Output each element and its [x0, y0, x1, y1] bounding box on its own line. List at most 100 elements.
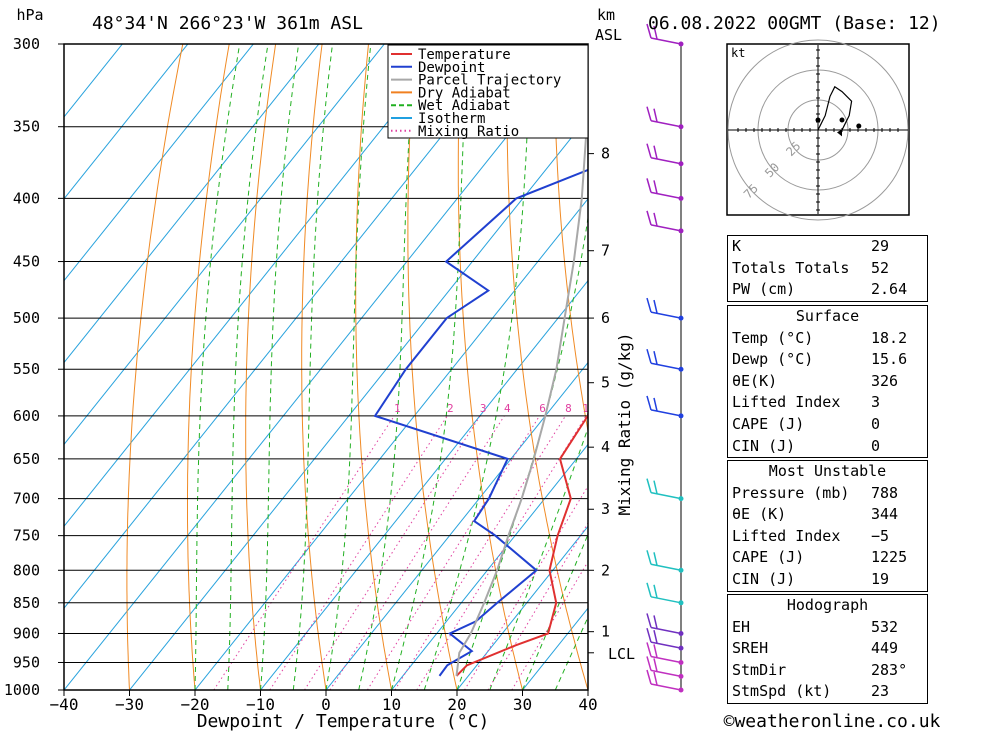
x-tick-label: 20 — [447, 695, 466, 714]
indices-mu-panel: Most Unstable Pressure (mb) 788 θE (K) 344 L… — [727, 460, 928, 592]
surface-index-value: 18.2 — [871, 328, 908, 347]
hodo-index-label: StmDir — [732, 660, 787, 679]
hodo-index-value: 532 — [871, 617, 899, 636]
hodo-index-row: SREH 449 — [728, 638, 927, 660]
wind-barb-flag — [653, 180, 658, 194]
indices-hodograph-panel: Hodograph EH 532 SREH 449 StmDir 283° StmSpd (… — [727, 594, 928, 704]
wind-barb-shaft — [650, 362, 682, 370]
series-dewpoint — [373, 168, 588, 677]
wind-barb-shaft — [650, 563, 682, 572]
p-tick-label: 450 — [13, 253, 40, 271]
km-tick-label: 8 — [601, 145, 610, 163]
wind-barb-flag — [646, 210, 652, 226]
wind-barb-flag — [653, 658, 658, 672]
hodograph-point — [856, 123, 862, 129]
wind-barb-shaft — [650, 37, 682, 45]
dry-adiabat-line — [407, 44, 458, 690]
surface-index-label: CAPE (J) — [732, 414, 805, 433]
wind-barb-flag — [646, 582, 652, 598]
wind-barb-shaft — [650, 191, 682, 200]
surface-index-label: θE(K) — [732, 371, 778, 390]
hodo-index-value: 283° — [871, 660, 908, 679]
mu-index-row: Lifted Index −5 — [728, 526, 927, 548]
wind-barb-shaft — [650, 311, 682, 319]
indices-surface-panel: Surface Temp (°C) 18.2 Dewp (°C) 15.6 θE(K) 3… — [727, 305, 928, 459]
isotherm-line — [194, 198, 588, 690]
p-tick-label: 900 — [13, 624, 40, 642]
p-tick-label: 700 — [13, 490, 40, 508]
surface-index-row: Lifted Index 3 — [728, 392, 927, 414]
wind-barb-flag — [646, 178, 652, 193]
wet-adiabat-line — [194, 44, 241, 690]
wind-barb-shaft — [650, 669, 682, 678]
mixing-ratio-axis-title: Mixing Ratio (g/kg) — [615, 332, 634, 515]
mixing-ratio-line — [394, 415, 566, 690]
wind-barb-shaft — [650, 641, 682, 649]
wet-adiabat-line — [489, 426, 588, 690]
general-index-label: K — [732, 237, 742, 255]
surface-index-row: Temp (°C) 18.2 — [728, 328, 927, 350]
mixing-ratio-label: 8 — [565, 402, 572, 415]
mu-index-label: Pressure (mb) — [732, 483, 850, 502]
km-tick-label: 3 — [601, 500, 610, 518]
wind-barb-flag — [653, 584, 658, 598]
legend-entry: Dry Adiabat — [418, 85, 511, 101]
isotherm-line — [64, 44, 386, 446]
mixing-ratio-label: 6 — [539, 402, 546, 415]
general-index-row: K 29 — [728, 236, 927, 258]
general-index-row: Totals Totals 52 — [728, 258, 927, 280]
x-axis-title: Dewpoint / Temperature (°C) — [197, 711, 490, 732]
km-label: km — [597, 6, 615, 24]
hodograph-unit-label: kt — [731, 46, 745, 60]
hodo-index-label: StmSpd (kt) — [732, 682, 832, 701]
wind-barb-shaft — [650, 655, 682, 664]
legend-entry: Wet Adiabat — [418, 98, 511, 114]
surface-index-label: Dewp (°C) — [732, 350, 814, 369]
hodo-index-row: StmSpd (kt) 23 — [728, 681, 927, 703]
p-tick-label: 500 — [13, 309, 40, 327]
isotherm-line — [64, 44, 124, 118]
km-tick-label: 5 — [601, 374, 610, 392]
pressure-unit: hPa — [16, 6, 43, 24]
p-tick-label: 400 — [13, 189, 40, 207]
hodograph-point — [815, 117, 821, 123]
wind-barb-flag — [653, 299, 658, 314]
legend-entry: Mixing Ratio — [418, 124, 519, 140]
copyright: ©weatheronline.co.uk — [724, 711, 941, 732]
mu-index-label: θE (K) — [732, 505, 787, 524]
wind-barb-flag — [653, 615, 658, 629]
surface-index-value: 0 — [871, 414, 881, 433]
wind-barb-flag — [653, 552, 658, 566]
surface-index-value: 0 — [871, 436, 881, 455]
location-title: 48°34'N 266°23'W 361m ASL — [92, 13, 363, 34]
wind-barb-flag — [646, 23, 652, 39]
wind-barb-flag — [653, 397, 658, 412]
general-index-value: 52 — [871, 258, 890, 277]
x-tick-label: −10 — [246, 695, 275, 714]
isotherm-line — [325, 361, 588, 690]
wind-barb-flag — [646, 395, 652, 411]
mixing-ratio-label: 4 — [504, 402, 511, 415]
dry-adiabat-line — [506, 44, 588, 690]
legend-entry: Temperature — [418, 47, 511, 63]
hodo-index-row: StmDir 283° — [728, 660, 927, 682]
legend-entry: Dewpoint — [418, 60, 485, 76]
wind-barb-flag — [646, 550, 652, 565]
mu-index-value: 344 — [871, 505, 899, 524]
wind-barb-flag — [653, 212, 658, 227]
wind-barb-shaft — [650, 119, 682, 128]
wind-barb-flag — [653, 644, 658, 658]
mixing-ratio-line — [304, 415, 481, 690]
hodo-index-row: EH 532 — [728, 617, 927, 639]
wet-adiabat-line — [423, 44, 532, 690]
mixing-ratio-label: 2 — [447, 402, 454, 415]
dry-adiabat-line — [953, 0, 1000, 690]
hodograph-title: Hodograph — [786, 596, 869, 614]
mu-index-value: −5 — [871, 526, 890, 545]
km-tick-label: 1 — [601, 623, 610, 641]
mixing-ratio-line — [366, 415, 540, 690]
wind-barb-shaft — [650, 491, 682, 500]
surface-index-label: Lifted Index — [732, 393, 841, 412]
isotherm-line — [64, 44, 255, 282]
hodo-index-value: 449 — [871, 639, 899, 658]
